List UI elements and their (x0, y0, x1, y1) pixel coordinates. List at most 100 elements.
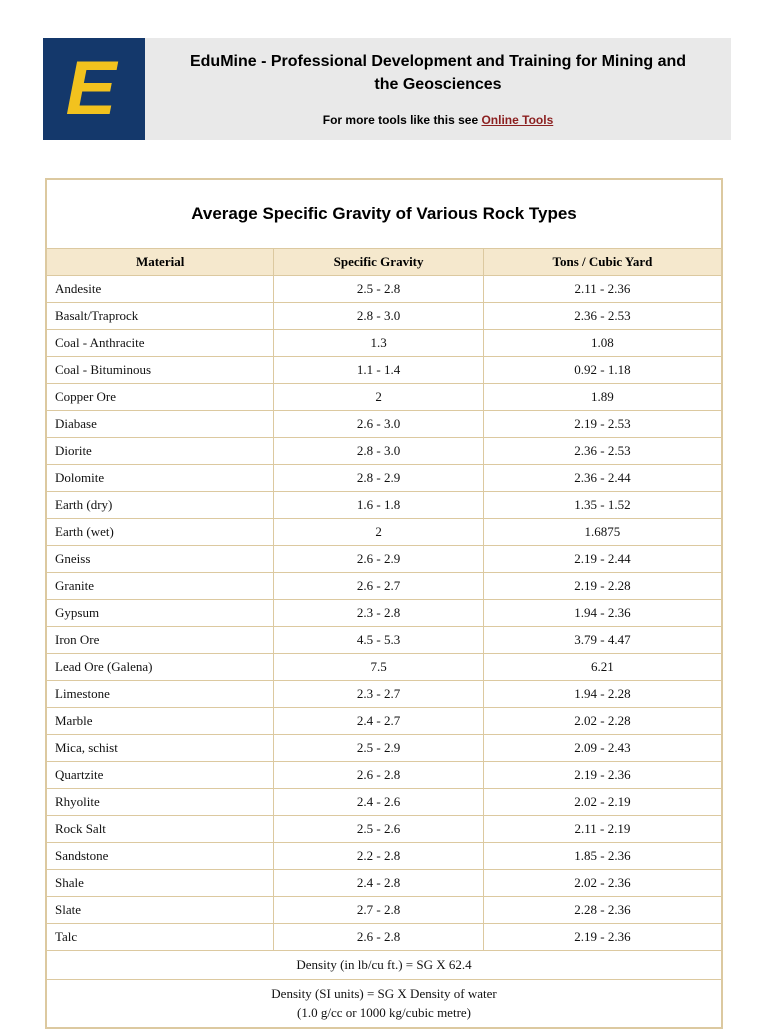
material-cell: Coal - Anthracite (45, 329, 275, 357)
specific-gravity-cell: 2.6 - 2.7 (273, 572, 484, 600)
specific-gravity-cell: 2.5 - 2.8 (273, 275, 484, 303)
rock-types-table-container: Average Specific Gravity of Various Rock… (45, 178, 723, 1029)
tons-per-cubic-yard-cell: 1.94 - 2.28 (482, 680, 723, 708)
table-row: Earth (dry) 1.6 - 1.8 1.35 - 1.52 (45, 491, 723, 519)
tons-per-cubic-yard-cell: 2.28 - 2.36 (482, 896, 723, 924)
specific-gravity-cell: 2 (273, 383, 484, 411)
tons-per-cubic-yard-cell: 2.19 - 2.44 (482, 545, 723, 573)
specific-gravity-cell: 4.5 - 5.3 (273, 626, 484, 654)
column-header-tons-cubic-yard: Tons / Cubic Yard (482, 248, 723, 276)
table-row: Rhyolite 2.4 - 2.6 2.02 - 2.19 (45, 788, 723, 816)
tools-note-text: For more tools like this see (322, 112, 482, 127)
material-cell: Diorite (45, 437, 275, 465)
specific-gravity-cell: 2.3 - 2.7 (273, 680, 484, 708)
specific-gravity-cell: 2.6 - 2.8 (273, 761, 484, 789)
specific-gravity-cell: 1.3 (273, 329, 484, 357)
material-cell: Quartzite (45, 761, 275, 789)
table-row: Andesite 2.5 - 2.8 2.11 - 2.36 (45, 275, 723, 303)
specific-gravity-cell: 2.4 - 2.6 (273, 788, 484, 816)
tons-per-cubic-yard-cell: 1.85 - 2.36 (482, 842, 723, 870)
table-row: Diabase 2.6 - 3.0 2.19 - 2.53 (45, 410, 723, 438)
material-cell: Earth (dry) (45, 491, 275, 519)
footnote-si-row: Density (SI units) = SG X Density of wat… (45, 978, 723, 1028)
material-cell: Talc (45, 923, 275, 951)
table-title: Average Specific Gravity of Various Rock… (45, 178, 723, 249)
table-row: Quartzite 2.6 - 2.8 2.19 - 2.36 (45, 761, 723, 789)
material-cell: Dolomite (45, 464, 275, 492)
table-row: Granite 2.6 - 2.7 2.19 - 2.28 (45, 572, 723, 600)
table-header-row: Material Specific Gravity Tons / Cubic Y… (45, 248, 723, 276)
table-row: Coal - Anthracite 1.3 1.08 (45, 329, 723, 357)
material-cell: Limestone (45, 680, 275, 708)
footnote-si: Density (SI units) = SG X Density of wat… (45, 978, 723, 1028)
tons-per-cubic-yard-cell: 2.36 - 2.53 (482, 302, 723, 330)
tons-per-cubic-yard-cell: 2.09 - 2.43 (482, 734, 723, 762)
specific-gravity-cell: 1.1 - 1.4 (273, 356, 484, 384)
table-row: Sandstone 2.2 - 2.8 1.85 - 2.36 (45, 842, 723, 870)
table-row: Diorite 2.8 - 3.0 2.36 - 2.53 (45, 437, 723, 465)
tools-note: For more tools like this see Online Tool… (323, 113, 554, 127)
material-cell: Gypsum (45, 599, 275, 627)
tons-per-cubic-yard-cell: 2.11 - 2.19 (482, 815, 723, 843)
material-cell: Iron Ore (45, 626, 275, 654)
specific-gravity-cell: 2.4 - 2.7 (273, 707, 484, 735)
site-header: E EduMine - Professional Development and… (43, 38, 731, 140)
tons-per-cubic-yard-cell: 1.08 (482, 329, 723, 357)
table-row: Iron Ore 4.5 - 5.3 3.79 - 4.47 (45, 626, 723, 654)
material-cell: Granite (45, 572, 275, 600)
tons-per-cubic-yard-cell: 2.02 - 2.36 (482, 869, 723, 897)
tons-per-cubic-yard-cell: 6.21 (482, 653, 723, 681)
footnote-si-line1: Density (SI units) = SG X Density of wat… (271, 985, 497, 1001)
tons-per-cubic-yard-cell: 2.36 - 2.53 (482, 437, 723, 465)
table-row: Basalt/Traprock 2.8 - 3.0 2.36 - 2.53 (45, 302, 723, 330)
specific-gravity-cell: 2.6 - 2.9 (273, 545, 484, 573)
specific-gravity-cell: 2.2 - 2.8 (273, 842, 484, 870)
table-row: Lead Ore (Galena) 7.5 6.21 (45, 653, 723, 681)
column-header-material: Material (45, 248, 275, 276)
table-row: Rock Salt 2.5 - 2.6 2.11 - 2.19 (45, 815, 723, 843)
material-cell: Mica, schist (45, 734, 275, 762)
table-row: Shale 2.4 - 2.8 2.02 - 2.36 (45, 869, 723, 897)
specific-gravity-cell: 2.5 - 2.6 (273, 815, 484, 843)
material-cell: Rock Salt (45, 815, 275, 843)
specific-gravity-cell: 2 (273, 518, 484, 546)
table-row: Coal - Bituminous 1.1 - 1.4 0.92 - 1.18 (45, 356, 723, 384)
specific-gravity-cell: 2.8 - 3.0 (273, 302, 484, 330)
specific-gravity-cell: 2.8 - 2.9 (273, 464, 484, 492)
table-row: Copper Ore 2 1.89 (45, 383, 723, 411)
tons-per-cubic-yard-cell: 2.36 - 2.44 (482, 464, 723, 492)
specific-gravity-cell: 2.5 - 2.9 (273, 734, 484, 762)
tons-per-cubic-yard-cell: 1.35 - 1.52 (482, 491, 723, 519)
table-row: Gneiss 2.6 - 2.9 2.19 - 2.44 (45, 545, 723, 573)
material-cell: Sandstone (45, 842, 275, 870)
material-cell: Basalt/Traprock (45, 302, 275, 330)
material-cell: Diabase (45, 410, 275, 438)
material-cell: Coal - Bituminous (45, 356, 275, 384)
tons-per-cubic-yard-cell: 3.79 - 4.47 (482, 626, 723, 654)
specific-gravity-cell: 2.8 - 3.0 (273, 437, 484, 465)
footnote-imperial-row: Density (in lb/cu ft.) = SG X 62.4 (45, 950, 723, 980)
footnote-si-line2: (1.0 g/cc or 1000 kg/cubic metre) (297, 1005, 471, 1020)
edumine-logo-letter: E (65, 46, 117, 131)
tons-per-cubic-yard-cell: 2.11 - 2.36 (482, 275, 723, 303)
material-cell: Earth (wet) (45, 518, 275, 546)
edumine-logo[interactable]: E (43, 38, 145, 140)
table-row: Mica, schist 2.5 - 2.9 2.09 - 2.43 (45, 734, 723, 762)
specific-gravity-cell: 2.6 - 2.8 (273, 923, 484, 951)
specific-gravity-cell: 1.6 - 1.8 (273, 491, 484, 519)
tons-per-cubic-yard-cell: 2.19 - 2.53 (482, 410, 723, 438)
column-header-specific-gravity: Specific Gravity (273, 248, 484, 276)
tons-per-cubic-yard-cell: 2.19 - 2.36 (482, 761, 723, 789)
tons-per-cubic-yard-cell: 1.89 (482, 383, 723, 411)
table-row: Slate 2.7 - 2.8 2.28 - 2.36 (45, 896, 723, 924)
material-cell: Copper Ore (45, 383, 275, 411)
table-row: Dolomite 2.8 - 2.9 2.36 - 2.44 (45, 464, 723, 492)
tons-per-cubic-yard-cell: 0.92 - 1.18 (482, 356, 723, 384)
tons-per-cubic-yard-cell: 2.02 - 2.19 (482, 788, 723, 816)
table-row: Gypsum 2.3 - 2.8 1.94 - 2.36 (45, 599, 723, 627)
material-cell: Rhyolite (45, 788, 275, 816)
specific-gravity-cell: 2.3 - 2.8 (273, 599, 484, 627)
online-tools-link[interactable]: Online Tools (481, 112, 554, 127)
tons-per-cubic-yard-cell: 1.94 - 2.36 (482, 599, 723, 627)
table-title-row: Average Specific Gravity of Various Rock… (45, 178, 723, 249)
